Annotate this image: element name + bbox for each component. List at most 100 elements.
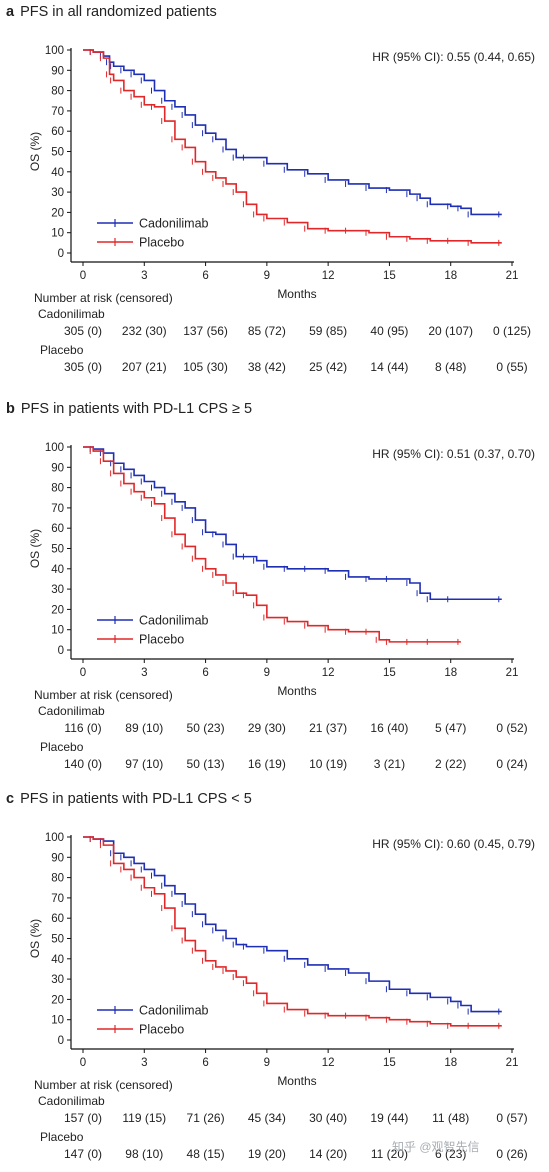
y-tick-label: 80 [51, 483, 64, 495]
x-tick-label: 0 [80, 667, 86, 679]
km-plot: 0 10 20 30 40 50 60 70 80 90 100 0 3 6 9 12 15 18 21 Months… [28, 45, 519, 301]
risk-count: 85 (72) [247, 324, 286, 338]
x-tick-label: 15 [383, 270, 396, 282]
placebo-legend-label: Placebo [139, 236, 184, 250]
x-tick-label: 18 [444, 1057, 457, 1069]
y-tick-label: 80 [51, 873, 64, 885]
risk-count: 140 (0) [63, 757, 103, 771]
y-tick-label: 20 [51, 994, 64, 1006]
risk-count: 305 (0) [63, 360, 103, 374]
risk-count: 50 (23) [186, 721, 225, 735]
km-panel-c: c PFS in patients with PD-L1 CPS < 5 HR (9… [0, 787, 549, 1172]
risk-count: 38 (42) [247, 360, 286, 374]
risk-count: 119 (15) [122, 1111, 167, 1125]
y-tick-label: 70 [51, 503, 64, 515]
y-tick-label: 10 [51, 625, 64, 637]
risk-count: 14 (44) [370, 360, 409, 374]
y-tick-label: 30 [51, 584, 64, 596]
risk-count: 30 (40) [309, 1111, 348, 1125]
risk-count: 16 (19) [247, 757, 286, 771]
y-tick-label: 30 [51, 187, 64, 199]
x-tick-label: 6 [202, 667, 208, 679]
risk-group-label: Cadonilimab [38, 704, 105, 718]
risk-count: 6 (23) [435, 1147, 467, 1161]
risk-count: 0 (24) [496, 757, 528, 771]
x-tick-label: 21 [506, 1057, 519, 1069]
panel-letter: b [6, 401, 15, 417]
placebo-legend-label: Placebo [139, 633, 184, 647]
y-tick-label: 40 [51, 564, 64, 576]
cadonilimab-curve [83, 836, 502, 1013]
panel-title-text: PFS in patients with PD-L1 CPS < 5 [20, 791, 252, 807]
cadonilimab-curve [83, 446, 502, 601]
y-axis-label: OS (%) [28, 529, 42, 568]
y-tick-label: 50 [51, 147, 64, 159]
risk-count: 232 (30) [121, 324, 167, 338]
risk-count: 40 (95) [370, 324, 409, 338]
hazard-ratio-text: HR (95% CI): 0.51 (0.37, 0.70) [372, 447, 535, 461]
risk-count: 305 (0) [63, 324, 103, 338]
y-tick-label: 90 [51, 65, 64, 77]
y-tick-label: 30 [51, 974, 64, 986]
risk-count: 20 (107) [428, 324, 474, 338]
panel-title: c PFS in patients with PD-L1 CPS < 5 [6, 791, 252, 807]
km-plot: 0 10 20 30 40 50 60 70 80 90 100 0 3 6 9 12 15 18 21 Months… [28, 832, 519, 1088]
y-tick-label: 10 [51, 228, 64, 240]
y-tick-label: 90 [51, 462, 64, 474]
x-tick-label: 3 [141, 667, 147, 679]
risk-count: 19 (20) [247, 1147, 286, 1161]
placebo-curve [83, 49, 502, 244]
risk-table-header: Number at risk (censored) [34, 688, 173, 702]
y-tick-label: 100 [45, 442, 64, 454]
risk-table-header: Number at risk (censored) [34, 1078, 173, 1092]
panel-title-text: PFS in patients with PD-L1 CPS ≥ 5 [20, 401, 253, 417]
y-tick-label: 100 [45, 832, 64, 844]
y-tick-label: 60 [51, 913, 64, 925]
x-axis-label: Months [277, 287, 316, 301]
x-tick-label: 12 [322, 270, 335, 282]
y-tick-label: 50 [51, 544, 64, 556]
watermark-text: 知乎 @观智先信 [392, 1140, 480, 1154]
x-tick-label: 21 [506, 270, 519, 282]
risk-count: 105 (30) [183, 360, 228, 374]
y-tick-label: 20 [51, 604, 64, 616]
cadonilimab-legend-label: Cadonilimab [139, 614, 209, 628]
y-axis-label: OS (%) [28, 132, 42, 171]
x-tick-label: 12 [322, 1057, 335, 1069]
risk-count: 0 (57) [496, 1111, 528, 1125]
risk-count: 25 (42) [309, 360, 348, 374]
x-tick-label: 12 [322, 667, 335, 679]
panel-title: b PFS in patients with PD-L1 CPS ≥ 5 [6, 401, 252, 417]
panel-title-text: PFS in all randomized patients [20, 4, 217, 20]
cadonilimab-curve [83, 49, 502, 216]
x-tick-label: 15 [383, 1057, 396, 1069]
x-tick-label: 21 [506, 667, 519, 679]
x-tick-label: 3 [141, 270, 147, 282]
y-tick-label: 20 [51, 207, 64, 219]
risk-count: 16 (40) [370, 721, 409, 735]
risk-count: 0 (55) [496, 360, 528, 374]
y-tick-label: 70 [51, 106, 64, 118]
risk-group-label: Cadonilimab [38, 307, 105, 321]
x-tick-label: 0 [80, 270, 86, 282]
hazard-ratio-text: HR (95% CI): 0.60 (0.45, 0.79) [372, 837, 535, 851]
risk-count: 97 (10) [125, 757, 164, 771]
x-tick-label: 0 [80, 1057, 86, 1069]
risk-count: 10 (19) [309, 757, 348, 771]
risk-table-header: Number at risk (censored) [34, 291, 173, 305]
y-tick-label: 0 [58, 248, 64, 260]
risk-group-label: Placebo [40, 343, 84, 357]
risk-count: 157 (0) [63, 1111, 103, 1125]
placebo-legend-label: Placebo [139, 1023, 184, 1037]
cadonilimab-legend-label: Cadonilimab [139, 1004, 209, 1018]
x-tick-label: 6 [202, 1057, 208, 1069]
risk-count: 0 (125) [492, 324, 532, 338]
risk-count: 3 (21) [373, 757, 406, 771]
risk-count: 50 (13) [186, 757, 225, 771]
y-tick-label: 60 [51, 126, 64, 138]
risk-count: 8 (48) [435, 360, 467, 374]
risk-group-label: Placebo [40, 740, 84, 754]
risk-count: 137 (56) [183, 324, 228, 338]
risk-group-label: Placebo [40, 1130, 84, 1144]
risk-count: 59 (85) [309, 324, 348, 338]
